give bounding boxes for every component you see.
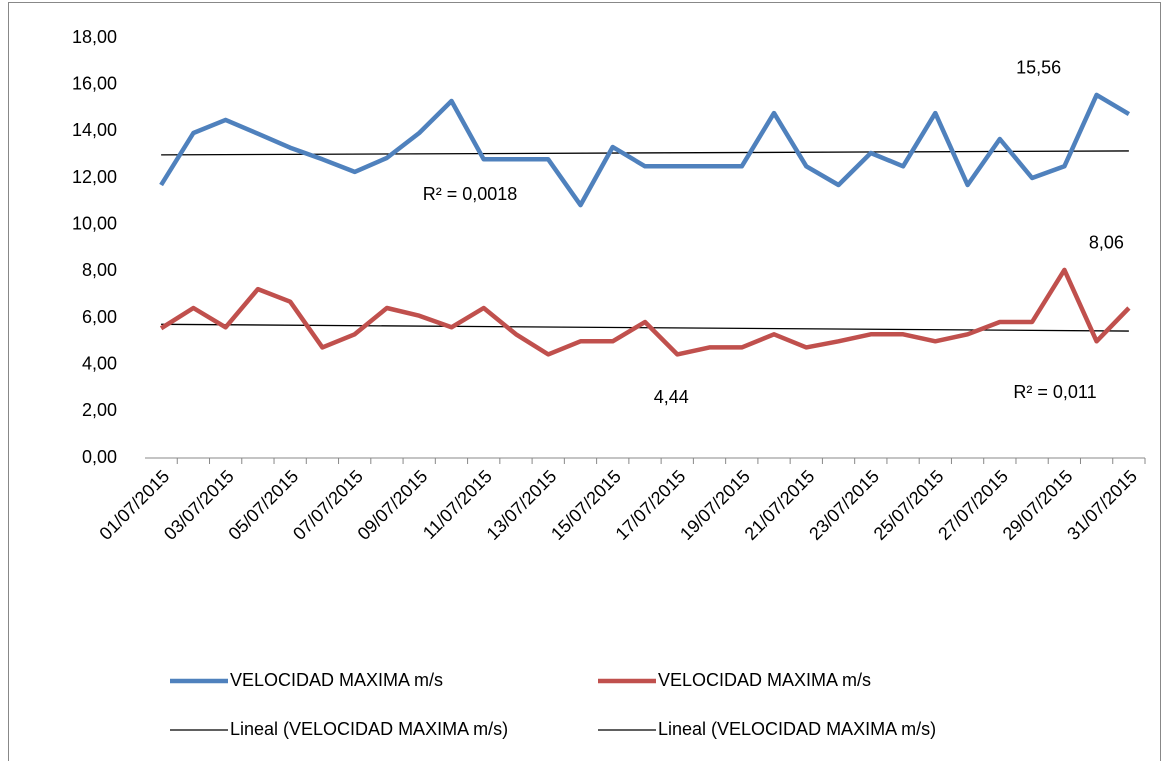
x-tick-label: 09/07/2015 (354, 466, 432, 544)
series-line (159, 92, 1131, 208)
data-label: 8,06 (1089, 233, 1124, 253)
trend-line (161, 150, 1129, 156)
y-tick-label: 2,00 (82, 400, 117, 420)
legend-label: VELOCIDAD MAXIMA m/s (230, 670, 443, 690)
legend-label: Lineal (VELOCIDAD MAXIMA m/s) (658, 719, 936, 739)
legend-label: Lineal (VELOCIDAD MAXIMA m/s) (230, 719, 508, 739)
y-tick-label: 18,00 (72, 27, 117, 47)
y-tick-label: 8,00 (82, 260, 117, 280)
data-label: 4,44 (654, 387, 689, 407)
y-tick-label: 16,00 (72, 73, 117, 93)
y-tick-label: 6,00 (82, 307, 117, 327)
y-tick-label: 14,00 (72, 120, 117, 140)
trend-annotation: R² = 0,011 (1013, 382, 1096, 402)
y-tick-label: 0,00 (82, 447, 117, 467)
legend-label: VELOCIDAD MAXIMA m/s (658, 670, 871, 690)
y-tick-label: 4,00 (82, 353, 117, 373)
y-tick-label: 12,00 (72, 167, 117, 187)
trend-line (161, 323, 1129, 332)
trend-annotation: R² = 0,0018 (423, 184, 518, 204)
x-tick-label: 31/07/2015 (1063, 466, 1141, 544)
y-tick-label: 10,00 (72, 213, 117, 233)
chart-frame (8, 2, 1161, 761)
series-line (159, 267, 1131, 357)
data-label: 15,56 (1016, 58, 1061, 78)
